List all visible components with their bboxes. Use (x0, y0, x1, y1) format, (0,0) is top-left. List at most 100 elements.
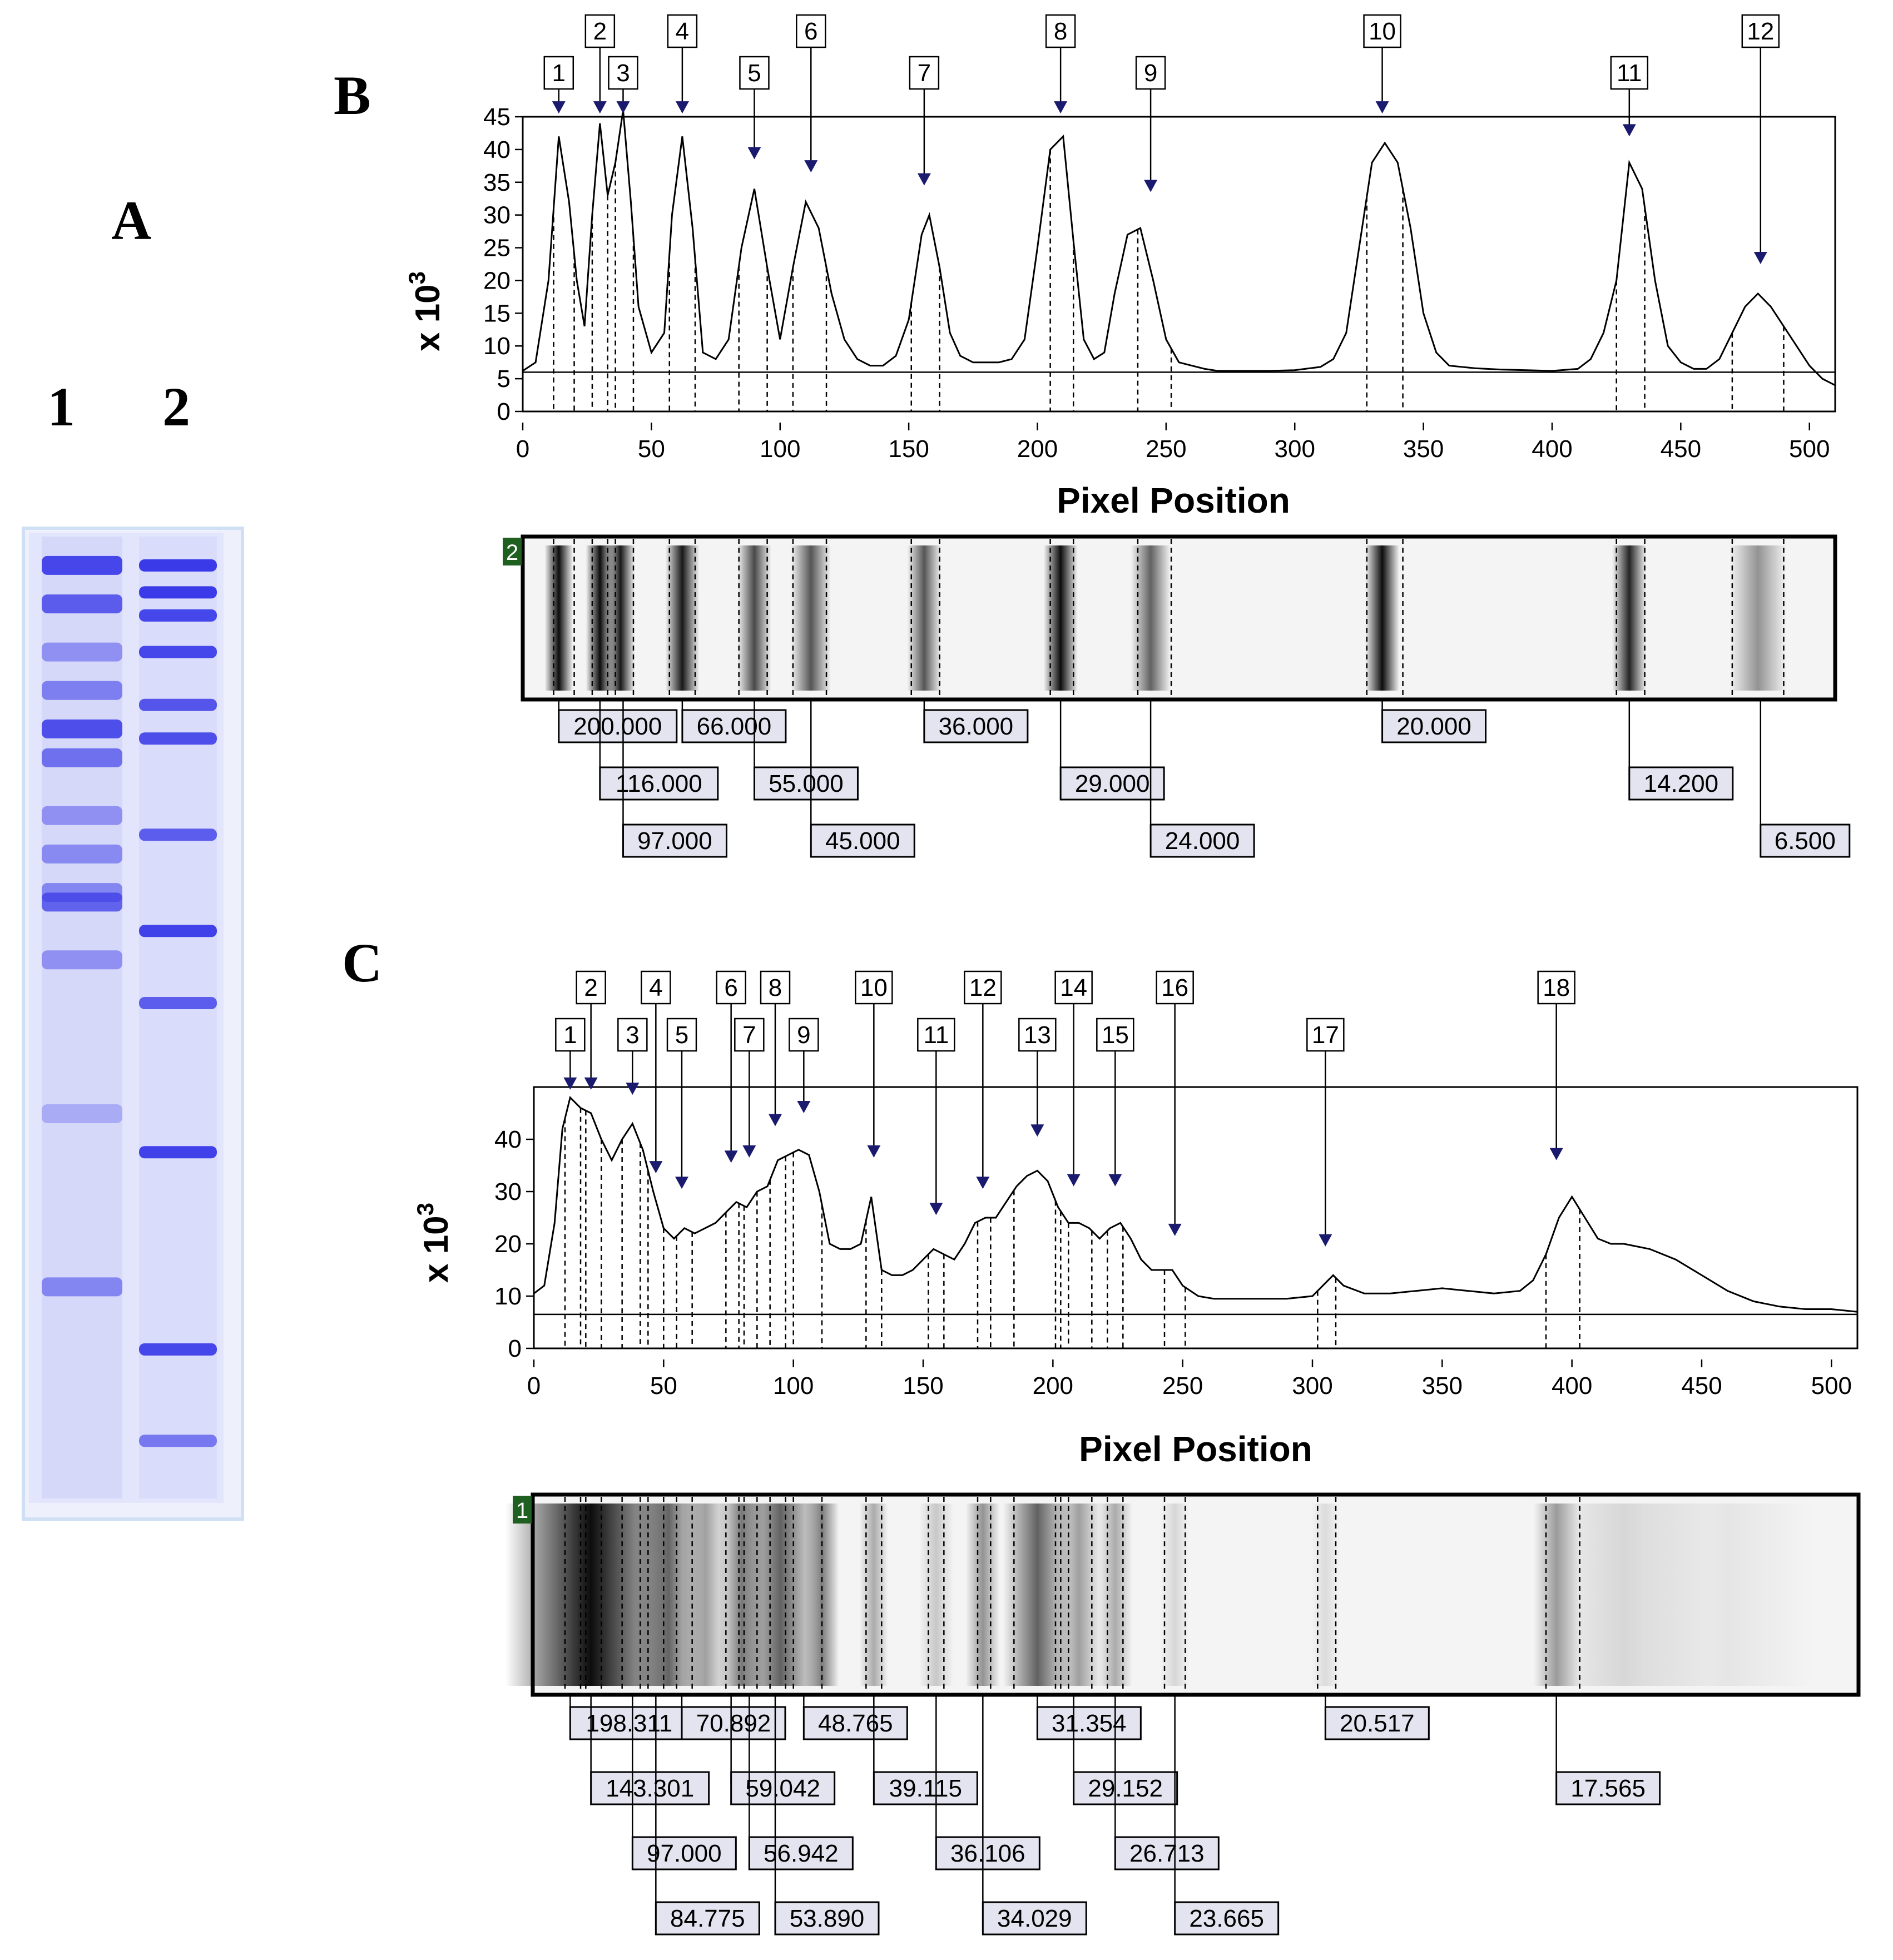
b-peak-12-box (1741, 14, 1780, 48)
b-mw-label: 29.000 (1075, 770, 1150, 797)
lane-2-band-1 (139, 559, 217, 572)
c-peak-3-box (617, 1018, 648, 1052)
lane-1-band-12 (42, 1104, 122, 1123)
c-x-tick-label: 100 (773, 1372, 814, 1400)
b-peak-10-label: 10 (1369, 18, 1396, 45)
lane-2-number: 2 (162, 376, 190, 438)
b-x-tick-label: 150 (888, 435, 929, 463)
c-peak-1-label: 1 (563, 1021, 577, 1049)
panel-b-dashes (553, 149, 1785, 411)
c-peak-10-arrow (867, 1145, 881, 1158)
panel-c-plot-frame (533, 1086, 1859, 1349)
b-peak-12-label: 12 (1747, 18, 1774, 45)
b-peak-9-label: 9 (1144, 59, 1157, 87)
b-y-tick-label: 35 (483, 169, 511, 196)
c-peak-1-arrow (563, 1077, 577, 1090)
b-peak-1-box (543, 56, 574, 90)
b-y-tick-label: 20 (483, 267, 511, 294)
b-mw-box (681, 709, 787, 743)
b-mw-box (1149, 823, 1255, 858)
c-peak-11-label: 11 (923, 1021, 949, 1049)
c-mw-label: 36.106 (950, 1840, 1025, 1867)
lane-1-band-6 (42, 748, 122, 767)
c-mw-box (569, 1706, 689, 1740)
lane-2-band-5 (139, 698, 217, 711)
b-peak-5-label: 5 (747, 59, 761, 87)
b-x-tick-label: 200 (1017, 435, 1058, 463)
c-mw-label: 34.029 (997, 1905, 1072, 1932)
c-peak-6-box (716, 970, 746, 1005)
c-mw-box (774, 1901, 880, 1936)
c-peak-12-label: 12 (969, 974, 997, 1001)
c-y-tick-label: 10 (494, 1283, 522, 1310)
c-lane-band-9 (965, 1504, 1000, 1686)
c-mw-box (681, 1706, 786, 1740)
b-lane-band-4 (665, 545, 700, 691)
panel-b-y-axis-title: x 103 (404, 271, 447, 351)
b-mw-box (558, 709, 678, 743)
c-lane-number-tag (513, 1496, 532, 1524)
b-peak-8-arrow (1054, 101, 1068, 114)
lane-1-band-2 (42, 594, 122, 614)
b-y-tick-label: 45 (483, 103, 511, 131)
lane-1-band-3 (42, 642, 122, 662)
b-peak-12-arrow (1753, 252, 1767, 264)
panel-c-mw-labels: 198.311 143.301 97.000 84.775 70.892 59.042 56… (569, 1695, 1661, 1936)
c-peak-16-label: 16 (1161, 974, 1188, 1001)
c-peak-7-label: 7 (742, 1021, 756, 1049)
c-peak-3-arrow (626, 1083, 640, 1095)
c-x-tick-label: 250 (1162, 1372, 1203, 1400)
c-mw-box (655, 1901, 760, 1936)
b-mw-label: 200.000 (573, 713, 662, 740)
lane-2-band-3 (139, 609, 217, 622)
b-lane-band-6 (791, 545, 831, 691)
panel-b: B x 103 0 50 100 150 200 250 300 350 400 450 500 0 5… (334, 14, 1851, 858)
lane-2-band-10 (139, 1146, 217, 1159)
c-lane-number: 1 (516, 1498, 528, 1523)
c-mw-box (1073, 1771, 1178, 1805)
b-peak-11-label: 11 (1617, 59, 1642, 87)
b-x-tick-label: 100 (760, 435, 800, 463)
c-x-tick-label: 150 (903, 1372, 943, 1400)
c-y-tick-label: 20 (494, 1230, 522, 1258)
b-mw-label: 36.000 (939, 713, 1014, 740)
c-peak-15-label: 15 (1102, 1021, 1129, 1049)
b-peak-5-box (739, 56, 770, 90)
b-peak-4-label: 4 (676, 18, 689, 45)
b-peak-7-box (909, 56, 940, 90)
b-peak-8-label: 8 (1054, 18, 1067, 45)
b-y-tick-label: 10 (483, 333, 511, 360)
b-lane-band-5 (737, 545, 772, 691)
c-peak-10-label: 10 (860, 974, 888, 1001)
c-lane-band-17 (1642, 1504, 1813, 1686)
c-x-tick-label: 450 (1681, 1372, 1722, 1400)
c-mw-label: 97.000 (647, 1840, 722, 1867)
c-peak-2-label: 2 (584, 974, 597, 1001)
b-mw-label: 20.000 (1396, 713, 1471, 740)
panel-b-lane-image: 2 (503, 534, 1837, 702)
lane-2-band-2 (139, 586, 217, 599)
c-peak-3-label: 3 (626, 1021, 639, 1049)
c-mw-box (935, 1836, 1040, 1870)
c-peak-5-arrow (675, 1177, 688, 1189)
c-mw-label: 29.152 (1088, 1775, 1163, 1802)
c-mw-box (1555, 1771, 1661, 1805)
panel-b-letter: B (334, 64, 371, 126)
panel-b-ticks: 0 50 100 150 200 250 300 350 400 450 500 0 5 10 15 20 25… (483, 103, 1830, 463)
lane-2-band-11 (139, 1343, 217, 1356)
lane-1-band-5 (42, 720, 122, 738)
c-mw-label: 84.775 (670, 1905, 745, 1932)
b-mw-label: 66.000 (697, 713, 772, 740)
b-mw-label: 6.500 (1775, 827, 1836, 855)
b-y-tick-label: 25 (483, 235, 511, 262)
lane-2-smear (139, 537, 217, 1498)
b-mw-label: 24.000 (1165, 827, 1240, 855)
b-mw-label: 45.000 (825, 827, 900, 855)
c-peak-5-label: 5 (675, 1021, 688, 1049)
b-peak-6-box (796, 14, 826, 48)
c-lane-band-12 (1098, 1504, 1133, 1686)
b-peak-2-arrow (593, 101, 607, 114)
c-mw-box (982, 1901, 1087, 1936)
b-peak-11-arrow (1622, 124, 1636, 137)
b-peak-2-label: 2 (593, 18, 607, 45)
